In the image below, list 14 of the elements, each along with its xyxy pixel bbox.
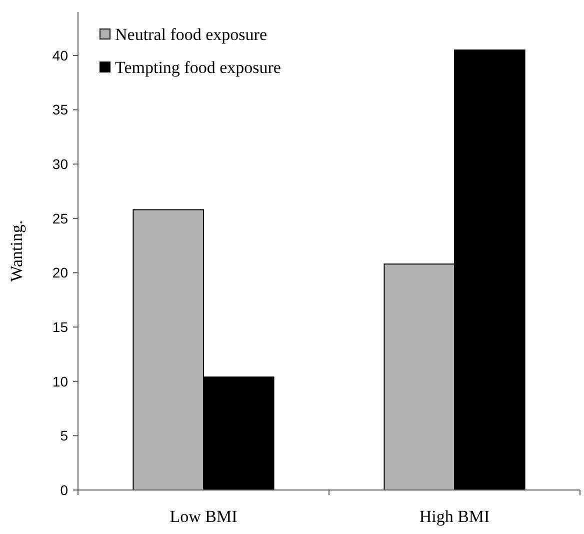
x-tick-label: High BMI xyxy=(419,507,490,526)
y-tick-label: 20 xyxy=(52,264,68,281)
legend-label: Neutral food exposure xyxy=(115,24,268,44)
x-tick-label: Low BMI xyxy=(170,507,238,526)
y-tick-label: 25 xyxy=(52,210,68,226)
y-tick-label: 40 xyxy=(52,47,68,64)
y-tick-label: 0 xyxy=(60,482,68,498)
y-tick-label: 30 xyxy=(52,156,68,172)
y-axis-title: Wanting. xyxy=(7,220,26,282)
y-tick-label: 15 xyxy=(52,318,68,335)
y-tick-label: 10 xyxy=(52,373,68,390)
legend-label: Tempting food exposure xyxy=(115,58,281,77)
y-tick-label: 5 xyxy=(60,428,68,444)
y-tick-label: 35 xyxy=(52,102,68,118)
